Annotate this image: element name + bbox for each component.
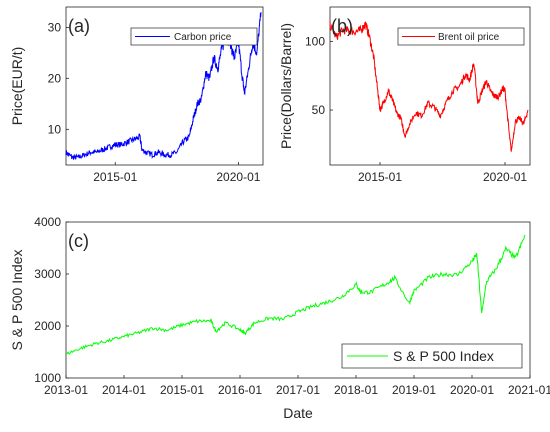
chart-panel-a: (a) Price(EUR/t) Carbon price 2015-01 202…: [9, 6, 264, 184]
panel-b-legend: Brent oil price: [397, 27, 525, 46]
x-tick-label: 2017-01: [276, 383, 320, 397]
panel-c-legend: S & P 500 Index: [341, 343, 523, 369]
x-tick-label: 2014-01: [102, 383, 146, 397]
panel-c-index-line: [65, 234, 526, 355]
panel-b-legend-text: Brent oil price: [438, 32, 500, 43]
y-tick-label: 2000: [34, 319, 61, 333]
x-tick-label: 2015-01: [93, 170, 137, 184]
x-tick-label: 2020-01: [450, 383, 494, 397]
panel-b-label: (b): [331, 16, 353, 36]
panel-b-plot-area: [329, 6, 531, 166]
x-tick-label: 2015-01: [160, 383, 204, 397]
panel-c-xlabel: Date: [283, 405, 313, 421]
y-tick-label: 4000: [34, 215, 61, 229]
y-tick-label: 10: [48, 122, 62, 136]
x-tick-label: 2018-01: [334, 383, 378, 397]
x-tick-label: 2020-01: [483, 170, 527, 184]
panel-a-label: (a): [68, 16, 90, 36]
y-tick-label: 50: [312, 103, 326, 117]
panel-a-ylabel: Price(EUR/t): [9, 47, 25, 126]
x-tick-label: 2020-01: [216, 170, 260, 184]
panel-a-legend: Carbon price: [130, 27, 258, 46]
panel-a-plot-area: [65, 6, 264, 166]
panel-a-legend-text: Carbon price: [174, 32, 232, 43]
y-tick-label: 30: [48, 20, 62, 34]
panel-c-ylabel: S & P 500 Index: [9, 250, 25, 351]
panel-c-axis: 2013-01 2014-01 2015-01 2016-01 2017-01 2018-…: [34, 215, 550, 397]
panel-b-axis: 2015-01 2020-01 50 100: [305, 34, 527, 184]
y-tick-label: 1000: [34, 371, 61, 385]
panel-a-axis: 2015-01 2020-01 10 20 30: [48, 20, 261, 184]
x-tick-label: 2019-01: [392, 383, 436, 397]
y-tick-label: 3000: [34, 267, 61, 281]
panel-b-price-line: [329, 20, 529, 152]
x-tick-label: 2013-01: [44, 383, 88, 397]
panel-c-legend-text: S & P 500 Index: [393, 348, 494, 364]
panel-a-price-line: [65, 12, 262, 160]
x-tick-label: 2015-01: [358, 170, 402, 184]
x-tick-label: 2021-01: [508, 383, 550, 397]
chart-panel-b: (b) Price(Dollars/Barrel) Brent oil pric…: [278, 6, 531, 184]
panel-c-label: (c): [68, 231, 89, 251]
x-tick-label: 2016-01: [218, 383, 262, 397]
panel-b-ylabel: Price(Dollars/Barrel): [278, 23, 294, 149]
chart-panel-c: (c) S & P 500 Index Date S & P 500 Index…: [9, 215, 550, 421]
y-tick-label: 20: [48, 71, 62, 85]
panel-a-legend-box: [130, 27, 258, 46]
panel-b-legend-box: [397, 27, 525, 46]
y-tick-label: 100: [305, 34, 325, 48]
